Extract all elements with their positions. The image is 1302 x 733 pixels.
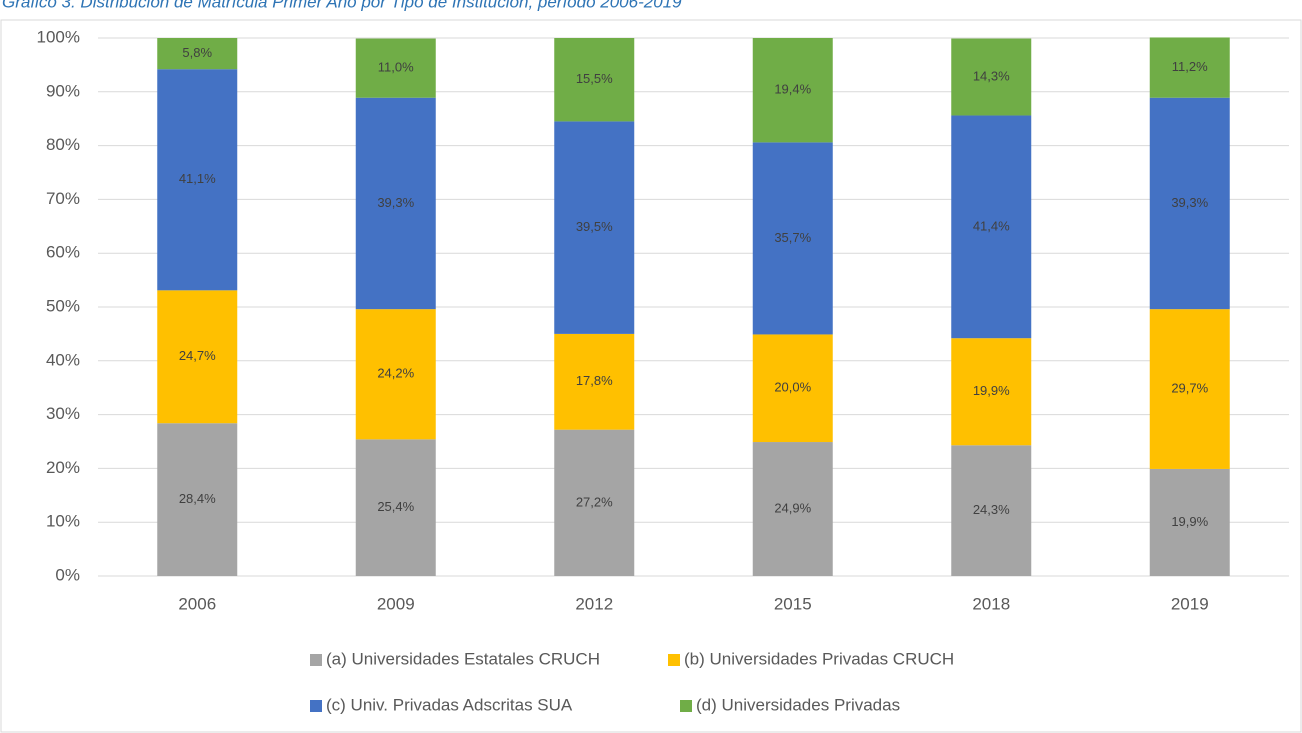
- legend-label: (a) Universidades Estatales CRUCH: [326, 649, 600, 668]
- bar-segment: [752, 142, 833, 335]
- x-tick-label: 2019: [1171, 594, 1209, 613]
- bar-segment: [157, 38, 238, 70]
- x-tick-label: 2018: [972, 594, 1010, 613]
- y-tick-label: 40%: [46, 350, 80, 369]
- bar-segment: [1149, 309, 1230, 469]
- y-tick-label: 80%: [46, 135, 80, 154]
- y-tick-label: 50%: [46, 296, 80, 315]
- data-label: 24,7%: [179, 348, 216, 363]
- legend-swatch: [668, 654, 680, 666]
- bar-segment: [1149, 37, 1230, 98]
- data-label: 11,2%: [1172, 59, 1208, 74]
- legend-label: (b) Universidades Privadas CRUCH: [684, 649, 954, 668]
- data-label: 19,9%: [973, 383, 1010, 398]
- data-label: 25,4%: [377, 499, 414, 514]
- bar-segment: [157, 423, 238, 576]
- bar-segment: [951, 38, 1032, 116]
- legend-swatch: [310, 700, 322, 712]
- bar-segment: [951, 115, 1032, 339]
- data-label: 39,5%: [576, 219, 613, 234]
- x-tick-label: 2009: [377, 594, 415, 613]
- x-tick-label: 2006: [178, 594, 216, 613]
- chart-title: Gráfico 3. Distribución de Matrícula Pri…: [2, 0, 682, 11]
- bar-segment: [554, 38, 635, 122]
- data-label: 24,3%: [973, 502, 1010, 517]
- bar-segment: [157, 69, 238, 291]
- y-tick-label: 10%: [46, 512, 80, 531]
- bar-segment: [355, 97, 436, 310]
- legend-label: (d) Universidades Privadas: [696, 695, 900, 714]
- data-label: 27,2%: [576, 494, 613, 509]
- bar-segment: [752, 38, 833, 143]
- data-label: 19,4%: [774, 82, 811, 97]
- bar-segment: [752, 442, 833, 576]
- bar-segment: [1149, 468, 1230, 576]
- legend-swatch: [680, 700, 692, 712]
- bar-segment: [554, 429, 635, 576]
- data-label: 28,4%: [179, 491, 216, 506]
- data-label: 35,7%: [774, 230, 811, 245]
- data-label: 39,3%: [377, 195, 414, 210]
- y-tick-label: 100%: [37, 27, 80, 46]
- y-tick-label: 60%: [46, 243, 80, 262]
- data-label: 29,7%: [1171, 380, 1208, 395]
- data-label: 5,8%: [182, 45, 212, 60]
- legend-label: (c) Univ. Privadas Adscritas SUA: [326, 695, 573, 714]
- y-tick-label: 30%: [46, 404, 80, 423]
- bar-segment: [355, 309, 436, 440]
- data-label: 14,3%: [973, 68, 1010, 83]
- bar-segment: [951, 338, 1032, 446]
- data-label: 20,0%: [774, 380, 811, 395]
- bar-segment: [951, 445, 1032, 576]
- data-label: 11,0%: [378, 60, 414, 75]
- data-label: 24,9%: [774, 500, 811, 515]
- y-tick-label: 20%: [46, 458, 80, 477]
- data-label: 39,3%: [1171, 195, 1208, 210]
- bar-segment: [157, 290, 238, 424]
- y-tick-label: 0%: [55, 565, 80, 584]
- y-tick-label: 70%: [46, 189, 80, 208]
- bar-segment: [554, 121, 635, 334]
- data-label: 41,1%: [179, 171, 216, 186]
- x-tick-label: 2012: [575, 594, 613, 613]
- bar-segment: [554, 333, 635, 430]
- x-tick-label: 2015: [774, 594, 812, 613]
- y-tick-label: 90%: [46, 81, 80, 100]
- data-label: 24,2%: [377, 366, 414, 381]
- bar-segment: [1149, 97, 1230, 310]
- data-label: 15,5%: [576, 71, 613, 86]
- data-label: 41,4%: [973, 218, 1010, 233]
- bar-segment: [752, 334, 833, 443]
- legend-swatch: [310, 654, 322, 666]
- data-label: 17,8%: [576, 373, 613, 388]
- bar-segment: [355, 439, 436, 576]
- bar-segment: [355, 38, 436, 98]
- data-label: 19,9%: [1171, 514, 1208, 529]
